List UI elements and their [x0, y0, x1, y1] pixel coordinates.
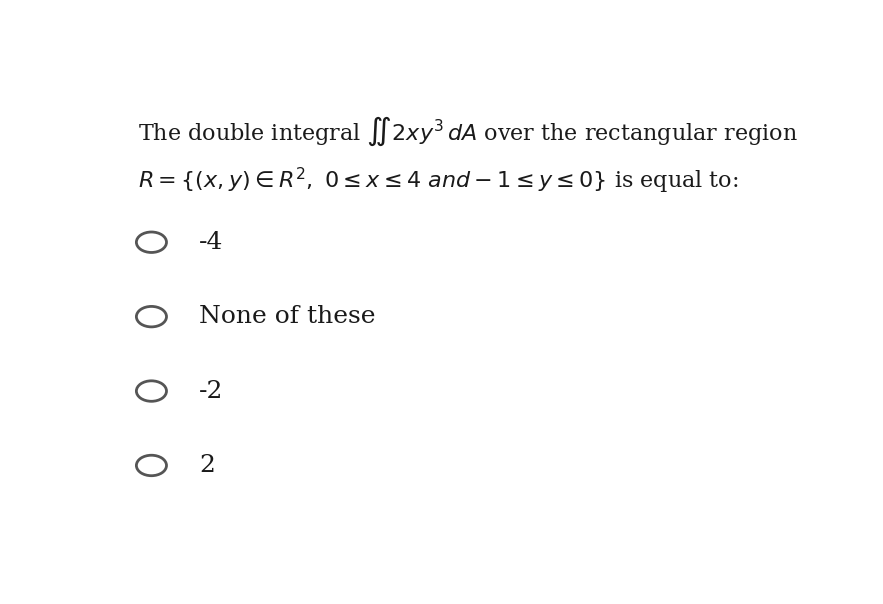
Text: -4: -4 — [200, 231, 223, 254]
Text: The double integral $\iint 2xy^3\,dA$ over the rectangular region: The double integral $\iint 2xy^3\,dA$ ov… — [138, 114, 797, 147]
Text: $R = \{(x, y) \in R^2,\ 0 \leq x \leq 4\ and - 1 \leq y \leq 0\}$ is equal to:: $R = \{(x, y) \in R^2,\ 0 \leq x \leq 4\… — [138, 165, 738, 196]
Text: -2: -2 — [200, 379, 223, 402]
Text: None of these: None of these — [200, 305, 376, 328]
Text: 2: 2 — [200, 454, 215, 477]
